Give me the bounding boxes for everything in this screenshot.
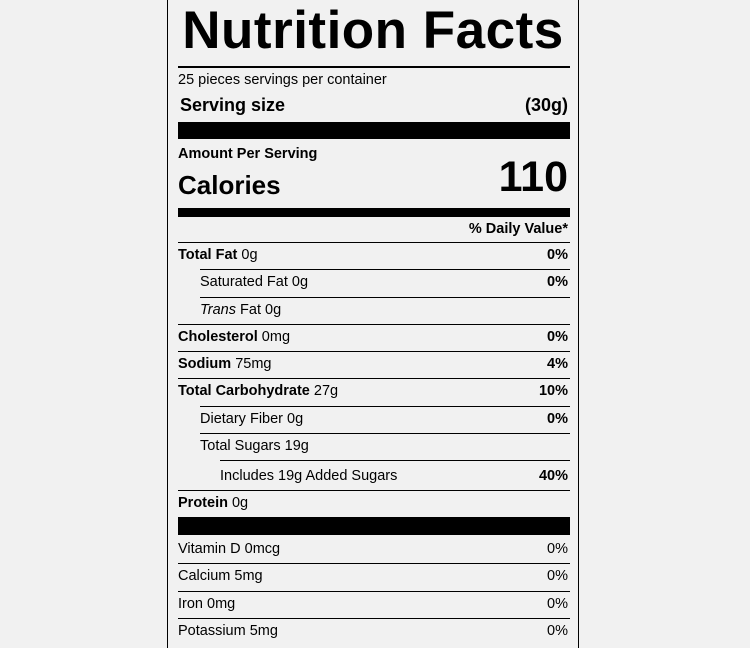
nutrient-dv: 0% [547, 410, 568, 427]
nutrient-name-suffix: Fat [236, 301, 261, 318]
nutrient-amount: 27g [313, 383, 339, 400]
daily-value-header: % Daily Value* [468, 221, 568, 237]
nutrient-amount: 75mg [235, 356, 272, 373]
divider-thick [178, 517, 570, 535]
vitamin-row-vitamin-d: Vitamin D 0mcg 0% [178, 536, 570, 563]
nutrient-dv: 0% [547, 274, 568, 291]
nutrient-name: Trans [200, 301, 236, 318]
vitamin-row-iron: Iron 0mg 0% [178, 590, 570, 618]
vitamin-name: Calcium [178, 568, 231, 585]
divider-medium [178, 208, 570, 217]
nutrient-dv [568, 490, 570, 517]
serving-size-value: (30g) [524, 95, 568, 115]
nutrient-amount: 0mg [261, 328, 291, 345]
nutrient-amount: 0g [231, 495, 249, 512]
nutrient-dv: 4% [547, 356, 568, 373]
nutrition-label: Nutrition Facts 25 pieces servings per c… [167, 0, 579, 648]
nutrient-row-total-fat: Total Fat 0g 0% [178, 242, 570, 269]
nutrient-name: Cholesterol [178, 328, 258, 345]
nutrient-name: Total Fat [178, 247, 238, 263]
vitamin-name: Iron [178, 595, 203, 612]
serving-size-row: Serving size (30g) [180, 94, 568, 116]
nutrient-row-cholesterol: Cholesterol 0mg 0% [178, 323, 570, 351]
serving-size-label: Serving size [180, 95, 286, 115]
nutrient-name: Protein [178, 495, 228, 512]
vitamin-dv: 0% [547, 595, 568, 612]
vitamin-dv: 0% [547, 622, 568, 639]
servings-per-container: 25 pieces servings per container [178, 72, 387, 88]
vitamin-list: Vitamin D 0mcg 0% Calcium 5mg 0% Iron 0m… [178, 536, 570, 645]
vitamin-amount: 0mg [207, 595, 236, 612]
nutrient-row-total-carbohydrate: Total Carbohydrate 27g 10% [178, 378, 570, 405]
vitamin-row-calcium: Calcium 5mg 0% [178, 563, 570, 590]
divider-thick [178, 122, 570, 139]
nutrient-row-total-sugars: Total Sugars 19g [178, 433, 570, 460]
nutrient-dv [568, 433, 570, 460]
nutrient-name: Total Sugars [200, 438, 281, 455]
nutrient-amount: 0g [287, 410, 304, 427]
vitamin-name: Potassium [178, 622, 246, 639]
nutrient-name: Sodium [178, 356, 232, 373]
vitamin-dv: 0% [547, 568, 568, 585]
nutrient-dv: 40% [538, 468, 568, 485]
nutrient-row-saturated-fat: Saturated Fat 0g 0% [178, 269, 570, 296]
nutrient-row-dietary-fiber: Dietary Fiber 0g 0% [178, 405, 570, 433]
nutrient-amount: 0g [291, 274, 309, 291]
nutrient-row-trans-fat: Trans Fat 0g [178, 296, 570, 324]
nutrient-amount: 0g [265, 301, 282, 318]
nutrient-name: Total Carbohydrate [178, 383, 310, 400]
nutrient-dv: 0% [547, 328, 568, 345]
nutrient-name: Saturated Fat [200, 274, 288, 291]
vitamin-amount: 0mcg [244, 541, 281, 557]
amount-per-serving: Amount Per Serving [178, 146, 318, 162]
label-title: Nutrition Facts [182, 1, 564, 60]
vitamin-amount: 5mg [234, 568, 263, 585]
divider-thin [178, 66, 570, 68]
calories-value: 110 [498, 153, 568, 201]
nutrient-name: Dietary Fiber [200, 410, 283, 427]
vitamin-row-potassium: Potassium 5mg 0% [178, 617, 570, 645]
nutrient-amount: 0g [241, 247, 258, 263]
nutrient-dv: 10% [538, 383, 568, 400]
vitamin-dv: 0% [547, 541, 568, 557]
nutrient-name: Includes 19g Added Sugars [220, 468, 398, 485]
nutrient-amount: 19g [284, 438, 309, 455]
vitamin-name: Vitamin D [178, 541, 241, 557]
calories-label: Calories [178, 170, 281, 200]
nutrient-dv [568, 297, 570, 324]
vitamin-amount: 5mg [249, 622, 278, 639]
nutrient-row-added-sugars: Includes 19g Added Sugars 40% [178, 460, 570, 490]
nutrient-row-sodium: Sodium 75mg 4% [178, 351, 570, 378]
nutrient-list: Total Fat 0g 0% Saturated Fat 0g 0% Tran… [178, 242, 570, 518]
nutrient-dv: 0% [547, 247, 568, 263]
nutrient-row-protein: Protein 0g [178, 490, 570, 517]
